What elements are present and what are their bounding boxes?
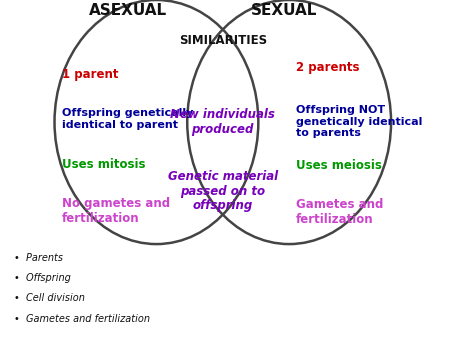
Text: Offspring NOT
genetically identical
to parents: Offspring NOT genetically identical to p… — [296, 105, 423, 138]
Text: No gametes and
fertilization: No gametes and fertilization — [62, 197, 170, 225]
Text: Offspring genetically
identical to parent: Offspring genetically identical to paren… — [62, 108, 193, 130]
Text: •  Offspring: • Offspring — [14, 273, 71, 283]
Text: SEXUAL: SEXUAL — [251, 3, 318, 18]
Text: New individuals
produced: New individuals produced — [170, 108, 275, 137]
Text: ASEXUAL: ASEXUAL — [89, 3, 167, 18]
Text: •  Parents: • Parents — [14, 253, 63, 263]
Text: 2 parents: 2 parents — [296, 61, 360, 74]
Text: •  Gametes and fertilization: • Gametes and fertilization — [14, 314, 150, 324]
Text: 1 parent: 1 parent — [62, 68, 118, 81]
Text: SIMILARITIES: SIMILARITIES — [179, 34, 267, 47]
Text: •  Cell division: • Cell division — [14, 293, 85, 303]
Text: Genetic material
passed on to
offspring: Genetic material passed on to offspring — [168, 170, 278, 213]
Text: Gametes and
fertilization: Gametes and fertilization — [296, 198, 383, 226]
Text: Uses meiosis: Uses meiosis — [296, 159, 382, 172]
Text: Uses mitosis: Uses mitosis — [62, 158, 145, 171]
